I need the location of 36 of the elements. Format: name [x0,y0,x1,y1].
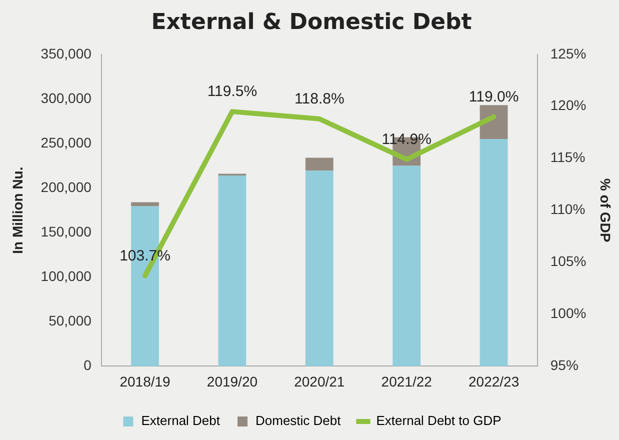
y2-axis-title: % of GDP [598,178,614,242]
legend-label: External Debt [141,413,220,428]
y-tick-label: 350,000 [40,45,92,62]
y2-tick-label: 95% [550,357,578,374]
bar [392,166,421,366]
y2-tick-label: 110% [550,201,586,218]
y-tick-label: 150,000 [40,223,92,240]
x-tick-label: 2018/19 [120,373,171,390]
legend-label: Domestic Debt [256,413,342,428]
bar [305,158,334,171]
legend-label: External Debt to GDP [376,413,502,428]
y2-tick-label: 105% [550,253,586,270]
y-tick-label: 100,000 [40,268,92,284]
bar [480,105,508,140]
y2-tick-label: 100% [550,305,586,322]
chart-title: External & Domestic Debt [151,10,472,35]
data-label: 119.5% [207,83,258,100]
bar [218,176,246,366]
y-tick-label: 300,000 [40,90,92,106]
x-tick-label: 2022/23 [468,373,520,390]
bar [131,202,159,206]
y-tick-label: 50,000 [48,312,92,329]
data-label: 119.0% [468,88,519,106]
y2-tick-label: 120% [550,97,586,114]
y-tick-label: 0 [84,357,92,374]
bar [305,170,334,366]
x-tick-label: 2019/20 [206,373,258,390]
y-axis-title: In Million Nu. [9,166,26,254]
y-tick-label: 200,000 [40,178,92,195]
x-tick-label: 2020/21 [294,373,345,390]
data-label: 118.8% [294,90,344,108]
y-tick-label: 250,000 [40,134,92,150]
y2-tick-label: 115% [550,149,586,166]
bar [480,139,508,366]
x-tick-label: 2021/22 [381,373,432,390]
y2-tick-label: 125% [550,45,586,62]
